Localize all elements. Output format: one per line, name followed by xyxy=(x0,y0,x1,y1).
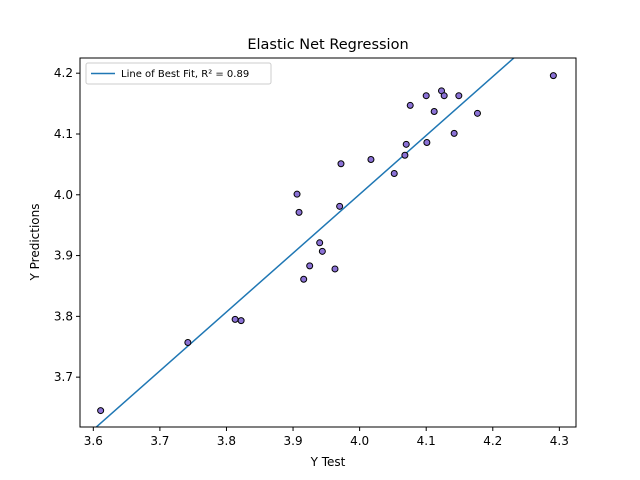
y-axis-label: Y Predictions xyxy=(28,203,42,281)
x-tick-label: 4.0 xyxy=(350,434,369,448)
x-tick-label: 4.3 xyxy=(550,434,569,448)
x-tick-label: 4.2 xyxy=(483,434,502,448)
scatter-point xyxy=(316,239,324,247)
y-tick-label: 4.2 xyxy=(54,66,73,80)
scatter-point xyxy=(336,202,344,210)
scatter-point xyxy=(401,151,409,159)
scatter-point xyxy=(184,339,192,347)
fit-line-layer xyxy=(95,58,515,427)
scatter-point xyxy=(455,92,463,100)
scatter-point xyxy=(331,265,339,273)
scatter-point xyxy=(337,160,345,168)
scatter-point xyxy=(293,190,301,198)
scatter-point xyxy=(422,92,430,100)
legend: Line of Best Fit, R² = 0.89 xyxy=(85,62,272,85)
scatter-point xyxy=(231,315,239,323)
scatter-point xyxy=(367,156,375,164)
scatter-point xyxy=(295,208,303,216)
x-tick-label: 3.8 xyxy=(217,434,236,448)
x-tick-label: 3.7 xyxy=(150,434,169,448)
scatter-point xyxy=(423,138,431,146)
x-tick-label: 3.9 xyxy=(284,434,303,448)
scatter-point xyxy=(97,407,105,415)
x-axis-ticks: 3.6 3.7 3.8 3.9 4.0 4.1 4.2 4.3 xyxy=(84,427,569,448)
x-axis-label: Y Test xyxy=(310,455,346,469)
scatter-point xyxy=(402,140,410,148)
scatter-point xyxy=(450,129,458,137)
legend-box xyxy=(85,62,272,85)
scatter-point xyxy=(300,275,308,283)
scatter-point xyxy=(430,107,438,115)
y-tick-label: 4.1 xyxy=(54,127,73,141)
scatter-point xyxy=(390,170,398,178)
x-tick-label: 4.1 xyxy=(417,434,436,448)
scatter-point xyxy=(473,109,481,117)
y-tick-label: 3.7 xyxy=(54,370,73,384)
chart-title: Elastic Net Regression xyxy=(247,37,408,53)
y-tick-label: 3.8 xyxy=(54,309,73,323)
scatter-point xyxy=(406,101,414,109)
best-fit-line xyxy=(95,58,515,427)
y-axis-ticks: 3.7 3.8 3.9 4.0 4.1 4.2 xyxy=(54,66,80,384)
y-tick-label: 3.9 xyxy=(54,249,73,263)
plot-frame xyxy=(79,57,577,428)
scatter-point xyxy=(237,317,245,325)
y-tick-label: 4.0 xyxy=(54,188,73,202)
scatter-point xyxy=(306,262,314,270)
scatter-point xyxy=(440,92,448,100)
scatter-point xyxy=(318,247,326,255)
legend-label: Line of Best Fit, R² = 0.89 xyxy=(121,69,249,80)
x-tick-label: 3.6 xyxy=(84,434,103,448)
scatter-point xyxy=(549,72,557,80)
scatter-points xyxy=(97,72,557,415)
